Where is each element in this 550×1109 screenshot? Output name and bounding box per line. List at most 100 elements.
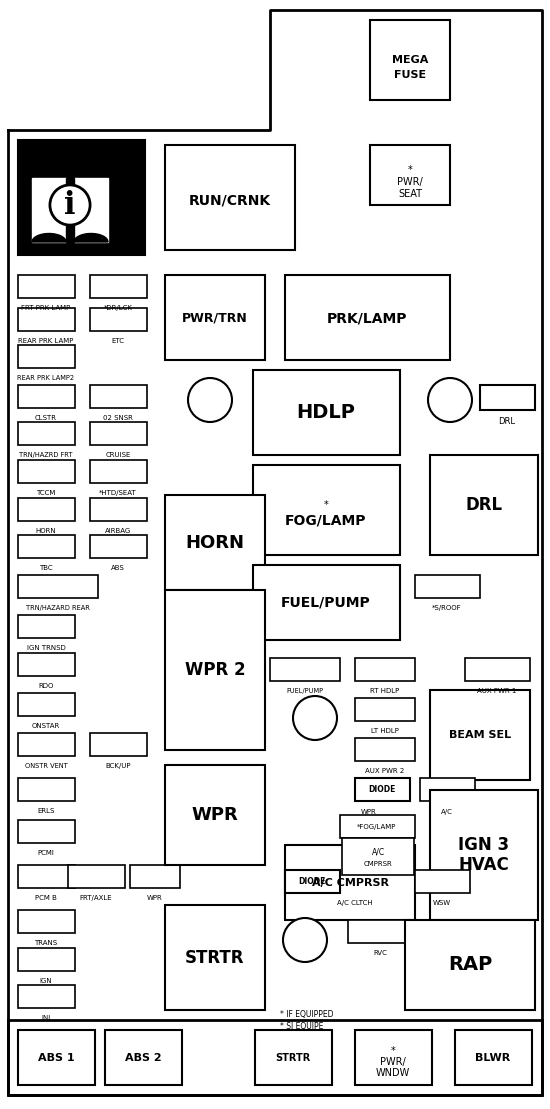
Text: WPR 2: WPR 2 — [185, 661, 245, 679]
Bar — [285, 869, 340, 893]
Bar — [90, 498, 147, 521]
Text: WPR: WPR — [361, 808, 377, 815]
Text: CRUISE: CRUISE — [105, 452, 131, 458]
Bar — [18, 385, 75, 408]
Text: BLWR: BLWR — [475, 1054, 510, 1064]
Bar — [18, 693, 75, 716]
Text: IGN TRNSD: IGN TRNSD — [26, 645, 65, 651]
Bar — [165, 765, 265, 865]
Bar — [165, 590, 265, 750]
Bar — [105, 1030, 182, 1085]
Text: DIODE: DIODE — [298, 877, 326, 886]
Text: RUN/CRNK: RUN/CRNK — [189, 193, 271, 207]
Text: PWR/TRN: PWR/TRN — [182, 312, 248, 325]
Text: A/C: A/C — [441, 808, 453, 815]
Text: *: * — [323, 500, 328, 510]
Bar — [355, 737, 415, 761]
Text: A/C CLTCH: A/C CLTCH — [337, 901, 373, 906]
Text: HORN: HORN — [185, 535, 245, 552]
Text: *: * — [390, 1046, 395, 1056]
Text: DRL: DRL — [498, 417, 515, 427]
Bar — [18, 460, 75, 484]
Bar — [18, 910, 75, 933]
Text: TCCM: TCCM — [36, 490, 56, 496]
Text: FUSE: FUSE — [394, 70, 426, 80]
Text: REAR PRK LAMP2: REAR PRK LAMP2 — [18, 375, 75, 381]
Bar — [370, 145, 450, 205]
Text: STRTR: STRTR — [185, 949, 245, 967]
Bar — [18, 985, 75, 1008]
Text: AIRBAG: AIRBAG — [105, 528, 131, 535]
Text: INJ: INJ — [41, 1015, 51, 1021]
Bar — [18, 423, 75, 445]
Text: PWR/: PWR/ — [397, 177, 423, 187]
Bar — [480, 385, 535, 410]
Text: TRANS: TRANS — [35, 940, 58, 946]
Bar — [8, 1020, 542, 1095]
Text: IGN: IGN — [40, 978, 52, 984]
Bar — [348, 920, 413, 943]
Bar — [18, 535, 75, 558]
Bar — [90, 460, 147, 484]
Text: CMPRSR: CMPRSR — [364, 861, 392, 867]
Text: 02 SNSR: 02 SNSR — [103, 415, 133, 421]
Text: DIODE: DIODE — [368, 785, 395, 794]
Text: *S/ROOF: *S/ROOF — [432, 606, 462, 611]
Text: BCK/UP: BCK/UP — [105, 763, 131, 769]
Text: ONSTAR: ONSTAR — [32, 723, 60, 729]
Bar — [18, 498, 75, 521]
Text: ABS: ABS — [111, 564, 125, 571]
Text: FUEL/PUMP: FUEL/PUMP — [287, 688, 323, 694]
Bar — [68, 865, 125, 888]
Polygon shape — [32, 234, 66, 242]
Bar — [465, 658, 530, 681]
Bar — [285, 845, 415, 920]
Text: *DR/LCK: *DR/LCK — [103, 305, 133, 311]
Text: *FOG/LAMP: *FOG/LAMP — [358, 824, 397, 830]
Text: AUX PWR 2: AUX PWR 2 — [365, 769, 405, 774]
Bar — [18, 948, 75, 971]
Text: A/C: A/C — [371, 847, 384, 856]
Bar — [253, 370, 400, 455]
Bar — [355, 698, 415, 721]
Text: BEAM SEL: BEAM SEL — [449, 730, 511, 740]
Bar — [430, 690, 530, 780]
Bar — [130, 865, 180, 888]
Bar — [340, 815, 415, 838]
Circle shape — [428, 378, 472, 423]
Text: WPR: WPR — [147, 895, 163, 901]
Bar — [90, 423, 147, 445]
Text: RDO: RDO — [39, 683, 54, 689]
Bar — [18, 574, 98, 598]
Text: ETC: ETC — [112, 338, 124, 344]
Text: IGN 3: IGN 3 — [459, 836, 509, 854]
Text: FRT/AXLE: FRT/AXLE — [80, 895, 112, 901]
Text: RT HDLP: RT HDLP — [370, 688, 400, 694]
Bar — [430, 455, 538, 554]
Text: WSW: WSW — [433, 901, 451, 906]
Bar — [28, 160, 68, 245]
Bar — [90, 308, 147, 330]
Text: AUX PWR 1: AUX PWR 1 — [477, 688, 516, 694]
Text: PRK/LAMP: PRK/LAMP — [327, 311, 407, 325]
Bar — [18, 733, 75, 756]
Text: TRN/HAZARD REAR: TRN/HAZARD REAR — [26, 606, 90, 611]
Text: * IF EQUIPPED: * IF EQUIPPED — [280, 1010, 333, 1019]
Bar — [18, 615, 75, 638]
Bar — [355, 779, 410, 801]
Text: ABS 1: ABS 1 — [38, 1054, 74, 1064]
Text: FUEL/PUMP: FUEL/PUMP — [281, 596, 371, 610]
Bar — [405, 920, 535, 1010]
Bar — [430, 790, 538, 920]
Text: STRTR: STRTR — [276, 1054, 311, 1064]
Bar — [18, 275, 75, 298]
Text: A/C CMPRSR: A/C CMPRSR — [311, 878, 388, 888]
Bar — [165, 145, 295, 250]
Text: PCM B: PCM B — [35, 895, 57, 901]
Bar — [342, 838, 414, 875]
Bar — [355, 1030, 432, 1085]
Text: PCMI: PCMI — [37, 849, 54, 856]
Text: i: i — [64, 190, 76, 221]
Text: WPR: WPR — [191, 806, 238, 824]
Text: HDLP: HDLP — [296, 404, 355, 423]
